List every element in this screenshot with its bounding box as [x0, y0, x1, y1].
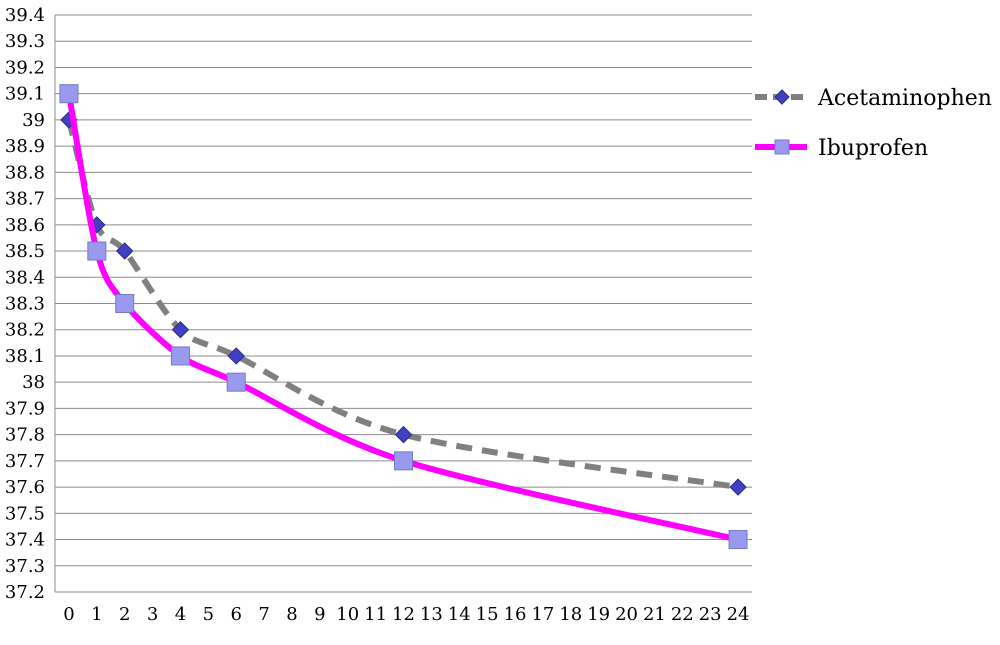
data-point — [728, 530, 748, 550]
y-tick-label: 39.1 — [5, 84, 45, 105]
grid-layer — [55, 14, 752, 593]
x-tick-label: 8 — [286, 604, 297, 625]
data-point — [226, 372, 246, 392]
legend-marker — [774, 139, 790, 155]
data-point — [394, 425, 413, 444]
x-tick-label: 16 — [504, 604, 527, 625]
data-point — [115, 242, 134, 260]
x-tick-label: 23 — [699, 604, 722, 625]
x-tick-label: 7 — [258, 604, 269, 625]
y-tick-label: 37.9 — [5, 398, 45, 419]
data-point — [87, 241, 107, 261]
axis-layer: 37.237.337.437.537.637.737.837.93838.138… — [5, 5, 752, 625]
y-tick-label: 37.8 — [5, 425, 45, 446]
y-tick-label: 39.4 — [5, 5, 45, 26]
x-tick-label: 0 — [63, 604, 74, 625]
x-tick-label: 2 — [119, 604, 130, 625]
legend-marker — [774, 89, 790, 105]
x-tick-label: 15 — [476, 604, 499, 625]
x-tick-label: 5 — [203, 604, 214, 625]
y-tick-label: 37.3 — [5, 556, 45, 577]
data-point — [115, 294, 135, 313]
legend-label: Ibuprofen — [818, 136, 928, 161]
data-point — [729, 478, 747, 496]
x-tick-label: 18 — [559, 604, 582, 625]
x-tick-label: 6 — [230, 604, 241, 625]
y-tick-label: 38.2 — [5, 320, 45, 341]
y-tick-label: 38 — [22, 372, 45, 393]
x-tick-label: 21 — [643, 604, 666, 625]
x-tick-label: 24 — [727, 604, 750, 625]
data-point — [394, 451, 413, 471]
y-tick-label: 38.5 — [5, 241, 45, 262]
x-tick-label: 12 — [392, 604, 415, 625]
data-point — [227, 347, 245, 365]
y-tick-label: 37.5 — [5, 503, 45, 524]
data-point — [171, 321, 190, 339]
legend-label: Acetaminophen — [817, 86, 992, 111]
y-tick-label: 39 — [22, 110, 45, 131]
y-tick-label: 39.3 — [5, 31, 45, 52]
x-tick-label: 10 — [336, 604, 359, 625]
y-tick-label: 38.9 — [5, 136, 45, 157]
legend-item-acetaminophen: Acetaminophen — [755, 86, 992, 111]
y-tick-label: 37.7 — [5, 451, 45, 472]
legend-item-ibuprofen: Ibuprofen — [755, 136, 928, 161]
x-tick-label: 3 — [147, 604, 158, 625]
x-tick-label: 14 — [448, 604, 471, 625]
y-tick-label: 39.2 — [5, 57, 45, 78]
x-tick-label: 17 — [531, 604, 554, 625]
y-tick-label: 38.3 — [5, 294, 45, 315]
y-tick-label: 38.4 — [5, 267, 45, 288]
x-tick-label: 19 — [587, 604, 610, 625]
y-tick-label: 38.6 — [5, 215, 45, 236]
y-tick-label: 38.8 — [5, 162, 45, 183]
y-tick-label: 37.4 — [5, 530, 45, 551]
x-tick-label: 9 — [314, 604, 325, 625]
series-layer — [59, 84, 748, 550]
y-tick-label: 37.6 — [5, 477, 45, 498]
x-tick-label: 11 — [364, 604, 387, 625]
y-tick-label: 38.1 — [5, 346, 45, 367]
x-tick-label: 20 — [615, 604, 638, 625]
x-tick-label: 4 — [175, 604, 186, 625]
x-tick-label: 22 — [671, 604, 694, 625]
legend: Acetaminophen Ibuprofen — [755, 86, 992, 161]
data-point — [170, 346, 190, 366]
x-tick-label: 13 — [420, 604, 443, 625]
y-tick-label: 37.2 — [5, 582, 45, 603]
x-tick-label: 1 — [91, 604, 102, 625]
y-tick-label: 38.7 — [5, 189, 45, 210]
data-point — [59, 84, 79, 104]
